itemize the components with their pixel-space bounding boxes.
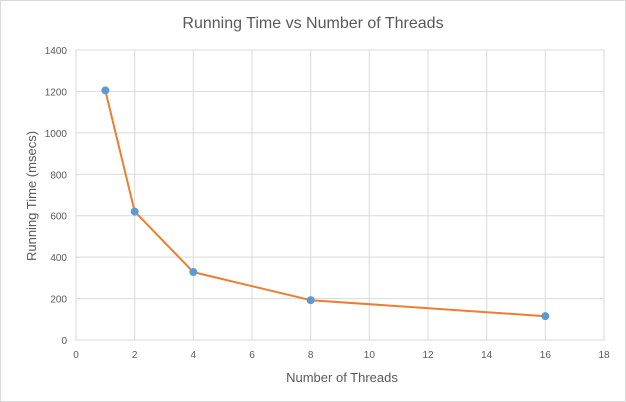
- x-tick-label: 10: [364, 350, 376, 361]
- y-tick-label: 0: [61, 336, 67, 347]
- y-axis-title: Running Time (msecs): [24, 131, 39, 261]
- y-tick-label: 1400: [45, 46, 68, 57]
- x-axis-ticks: 0 2 4 6 8 10 12 14 16 18: [73, 350, 610, 361]
- data-point: [306, 296, 315, 305]
- data-point: [130, 207, 139, 216]
- x-tick-label: 14: [481, 350, 493, 361]
- y-tick-label: 400: [50, 253, 67, 264]
- x-tick-label: 0: [73, 350, 79, 361]
- y-tick-label: 800: [50, 170, 67, 181]
- x-tick-label: 12: [422, 350, 434, 361]
- series: [101, 86, 550, 321]
- x-tick-label: 16: [540, 350, 552, 361]
- y-tick-label: 1000: [45, 129, 68, 140]
- chart-title: Running Time vs Number of Threads: [182, 15, 443, 32]
- y-tick-label: 1200: [45, 87, 68, 98]
- data-point: [541, 312, 550, 321]
- y-tick-label: 200: [50, 295, 67, 306]
- data-point: [101, 86, 110, 95]
- x-tick-label: 2: [132, 350, 138, 361]
- y-tick-label: 600: [50, 212, 67, 223]
- series-line: [104, 90, 546, 318]
- x-tick-label: 18: [598, 350, 610, 361]
- y-axis-ticks: 0 200 400 600 800 1000 1200 1400: [45, 46, 68, 347]
- data-point: [189, 268, 198, 277]
- x-tick-label: 6: [249, 350, 255, 361]
- gridlines: [75, 49, 605, 341]
- x-tick-label: 8: [308, 350, 314, 361]
- x-tick-label: 4: [191, 350, 197, 361]
- x-axis-title: Number of Threads: [286, 370, 398, 385]
